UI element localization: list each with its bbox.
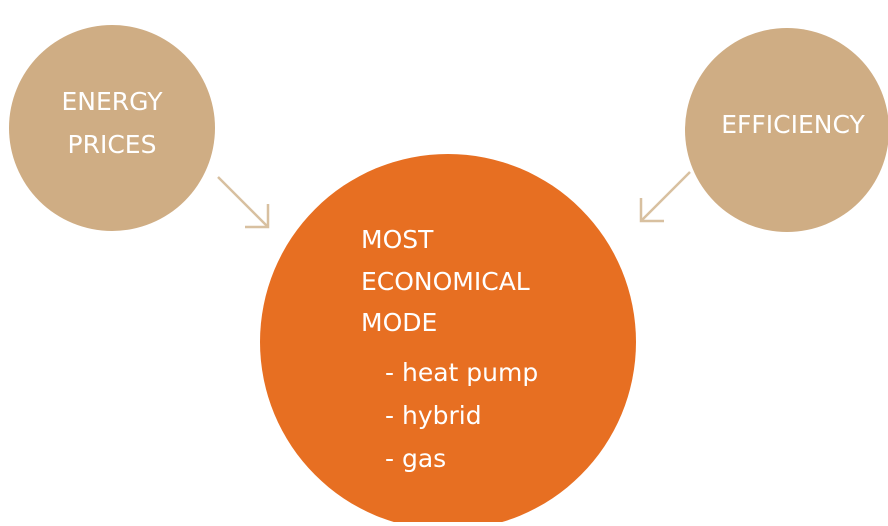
- node-label: MODE: [361, 308, 437, 337]
- node-label: MOST: [361, 225, 434, 254]
- arrow-right: [639, 171, 691, 223]
- economical-mode-circle: [260, 154, 636, 526]
- node-label: ENERGY: [61, 87, 163, 116]
- node-item: - gas: [385, 444, 446, 473]
- node-item: - heat pump: [385, 358, 538, 387]
- energy-prices-circle: [9, 25, 215, 231]
- node-item: - hybrid: [385, 401, 482, 430]
- arrow-left: [217, 176, 270, 229]
- node-label: ECONOMICAL: [361, 267, 530, 296]
- node-label: PRICES: [68, 130, 157, 159]
- efficiency-circle: [685, 28, 888, 232]
- node-label: EFFICIENCY: [721, 110, 865, 139]
